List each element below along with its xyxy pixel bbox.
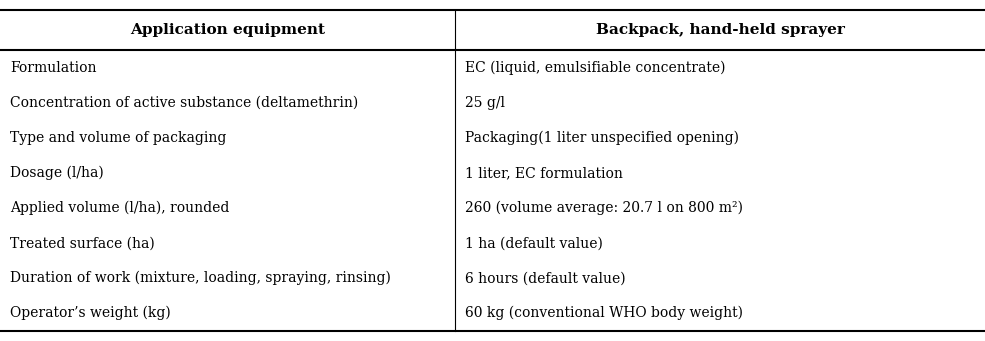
Text: Operator’s weight (kg): Operator’s weight (kg) <box>10 306 170 321</box>
Text: 1 liter, EC formulation: 1 liter, EC formulation <box>465 166 623 180</box>
Text: Application equipment: Application equipment <box>130 23 325 38</box>
Text: 60 kg (conventional WHO body weight): 60 kg (conventional WHO body weight) <box>465 306 743 321</box>
Text: Formulation: Formulation <box>10 61 97 75</box>
Text: Backpack, hand-held sprayer: Backpack, hand-held sprayer <box>596 23 844 38</box>
Text: Treated surface (ha): Treated surface (ha) <box>10 236 155 250</box>
Text: Concentration of active substance (deltamethrin): Concentration of active substance (delta… <box>10 96 359 110</box>
Text: Packaging(1 liter unspecified opening): Packaging(1 liter unspecified opening) <box>465 131 739 145</box>
Text: Dosage (l/ha): Dosage (l/ha) <box>10 166 103 180</box>
Text: 25 g/l: 25 g/l <box>465 96 505 110</box>
Text: Duration of work (mixture, loading, spraying, rinsing): Duration of work (mixture, loading, spra… <box>10 271 391 285</box>
Text: Type and volume of packaging: Type and volume of packaging <box>10 131 227 145</box>
Text: 260 (volume average: 20.7 l on 800 m²): 260 (volume average: 20.7 l on 800 m²) <box>465 201 743 215</box>
Text: 1 ha (default value): 1 ha (default value) <box>465 236 603 250</box>
Text: Applied volume (l/ha), rounded: Applied volume (l/ha), rounded <box>10 201 230 215</box>
Text: EC (liquid, emulsifiable concentrate): EC (liquid, emulsifiable concentrate) <box>465 61 725 75</box>
Text: 6 hours (default value): 6 hours (default value) <box>465 271 625 285</box>
